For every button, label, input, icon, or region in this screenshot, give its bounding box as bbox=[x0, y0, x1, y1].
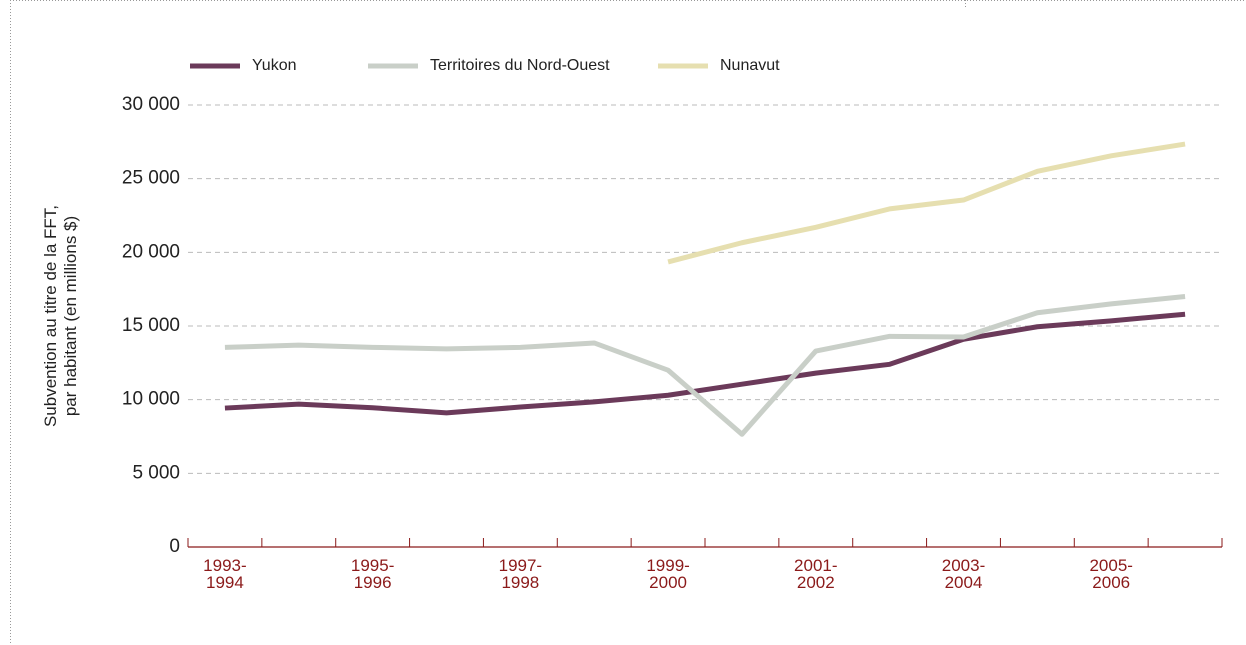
series-line bbox=[224, 294, 1186, 437]
x-tick-label: 2005-2006 bbox=[1089, 556, 1132, 592]
y-tick-label: 15 000 bbox=[122, 315, 180, 336]
x-tick-label: 1995-1996 bbox=[351, 556, 394, 592]
x-tick-label: 1997-1998 bbox=[499, 556, 542, 592]
series-line bbox=[224, 311, 1186, 416]
series-line bbox=[667, 141, 1186, 265]
y-tick-label: 5 000 bbox=[132, 462, 180, 483]
y-tick-label: 30 000 bbox=[122, 94, 180, 115]
legend-label: Yukon bbox=[252, 57, 296, 74]
x-tick-label: 2003-2004 bbox=[942, 556, 985, 592]
y-tick-label: 0 bbox=[169, 536, 180, 557]
y-axis-label-line: Subvention au titre de la FFT, bbox=[41, 205, 60, 427]
legend-label: Nunavut bbox=[720, 57, 780, 74]
legend-label: Territoires du Nord-Ouest bbox=[430, 57, 610, 74]
x-tick-label: 1993-1994 bbox=[203, 556, 246, 592]
x-tick-label: 1999-2000 bbox=[646, 556, 689, 592]
y-axis-label-line: par habitant (en millions $) bbox=[61, 216, 80, 416]
y-axis-label: Subvention au titre de la FFT,par habita… bbox=[41, 205, 80, 427]
y-tick-label: 25 000 bbox=[122, 168, 180, 189]
y-tick-label: 10 000 bbox=[122, 389, 180, 410]
y-tick-label: 20 000 bbox=[122, 241, 180, 262]
x-tick-label: 2001-2002 bbox=[794, 556, 837, 592]
